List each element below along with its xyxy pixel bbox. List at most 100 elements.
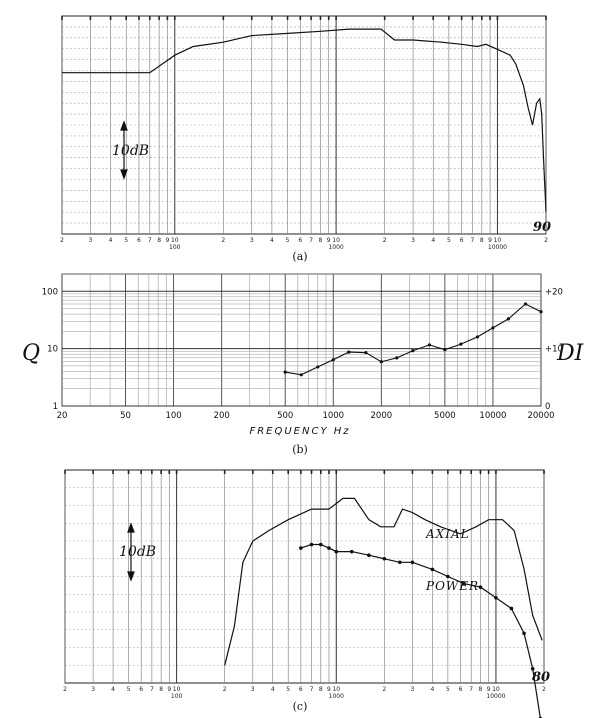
data-point-power [509,606,514,611]
x-tick-label: 8 [319,686,323,693]
data-point-q [506,317,511,321]
panel-b-x-label: FREQUENCY Hz [249,426,350,437]
data-point-power [446,574,450,579]
x-tick-label: 7 [309,237,313,244]
panel-c-marks [224,497,543,718]
data-point-power [430,567,435,572]
x-tick-label: 4 [111,686,115,693]
data-point-q [411,349,415,353]
data-point-power [530,667,535,671]
x-tick-label: 2 [544,237,548,244]
data-point-power [327,546,331,550]
panel-c-corner-mark: 80 [532,670,550,685]
x-decade-label: 100 [171,693,183,700]
data-point-power [367,553,371,557]
x-tick-label: 5 [286,237,290,244]
data-point-q [427,343,431,347]
data-point-power [410,560,415,565]
x-tick-label: 3 [250,237,254,244]
x-tick-label: 10 [332,686,340,693]
x-tick-label: 9 [488,237,492,244]
data-point-q [331,358,335,362]
x-tick-label: 4 [430,686,434,693]
x-tick-label: 4 [270,237,274,244]
x-tick-label: 6 [137,237,141,244]
x-tick-label: 20 [57,411,68,421]
data-point-q [459,342,463,346]
x-tick-label: 7 [150,686,154,693]
panel-c-decade-labels: 100 1000 10000 [171,693,506,700]
x-tick-label: 3 [411,686,415,693]
data-point-q [283,370,287,374]
panel-b-y2-label: DI [556,341,585,366]
x-tick-label: 10000 [479,411,506,421]
x-tick-label: 7 [148,237,152,244]
x-tick-label: 2 [60,237,64,244]
panel-b-grid [61,273,542,407]
y-tick-label: 100 [42,287,58,297]
x-tick-label: 8 [480,237,484,244]
x-decade-label: 10000 [486,693,505,700]
x-tick-label: 5 [127,686,131,693]
data-point-power [462,581,466,586]
panel-c-series-label-axial: AXIAL [425,527,470,541]
x-tick-label: 20000 [527,411,554,421]
x-tick-label: 10 [332,237,340,244]
x-tick-label: 2 [221,237,225,244]
x-tick-label: 10 [492,686,500,693]
data-point-q [443,348,447,352]
x-tick-label: 9 [327,237,331,244]
x-tick-label: 10 [173,686,181,693]
x-tick-label: 6 [460,237,464,244]
x-tick-label: 2 [383,237,387,244]
panel-a-caption: (a) [292,250,307,263]
panel-a: 2 3 4 5 6 7 8 9 10 2 3 4 5 6 7 8 9 10 2 3 4 5 6 7 8 9 10 2 100 1000 1… [60,15,551,263]
x-tick-label: 10 [494,237,502,244]
x-decade-label: 1000 [329,693,344,700]
series-line-response [62,28,547,213]
x-tick-label: 500 [277,411,293,421]
x-tick-label: 3 [88,237,92,244]
x-tick-label: 5000 [434,411,456,421]
x-decade-label: 100 [169,244,181,251]
x-tick-label: 5 [446,686,450,693]
panel-b-marks [283,302,543,377]
series-line-q [285,303,542,376]
data-point-power [309,542,314,547]
panel-a-x-ticks: 2 3 4 5 6 7 8 9 10 2 3 4 5 6 7 8 9 10 2 3 4 5 6 7 8 9 10 2 [60,237,548,244]
x-tick-label: 7 [469,686,473,693]
panel-b-y-label: Q [22,341,40,366]
x-decade-label: 10000 [488,244,507,251]
data-point-power [299,546,303,550]
x-tick-label: 4 [271,686,275,693]
data-point-q [347,350,351,354]
series-line-axial [224,497,543,666]
x-tick-label: 4 [109,237,113,244]
x-tick-label: 2 [382,686,386,693]
x-tick-label: 7 [310,686,314,693]
panel-c-grid [64,470,545,683]
panel-a-10db-label: 10dB [112,143,149,159]
x-tick-label: 9 [487,686,491,693]
panel-c-x-ticks: 2 3 4 5 6 7 8 9 10 2 3 4 5 6 7 8 9 10 2 3 4 5 6 7 8 9 10 2 [63,686,546,693]
data-point-q [299,373,303,377]
panel-a-10db-scale-arrow [120,120,128,180]
x-tick-label: 9 [165,237,169,244]
x-tick-label: 6 [298,237,302,244]
x-tick-label: 6 [139,686,143,693]
x-tick-label: 8 [159,686,163,693]
x-decade-label: 1000 [328,244,343,251]
x-tick-label: 9 [167,686,171,693]
x-tick-label: 3 [91,686,95,693]
y2-tick-label: +20 [545,287,563,297]
panel-c-frame [64,469,545,684]
x-tick-label: 100 [165,411,181,421]
x-tick-label: 8 [157,237,161,244]
x-tick-label: 5 [286,686,290,693]
x-tick-label: 5 [447,237,451,244]
data-point-q [475,335,480,339]
x-tick-label: 50 [120,411,131,421]
data-point-power [522,631,526,636]
data-point-q [379,360,383,364]
x-tick-label: 9 [327,686,331,693]
